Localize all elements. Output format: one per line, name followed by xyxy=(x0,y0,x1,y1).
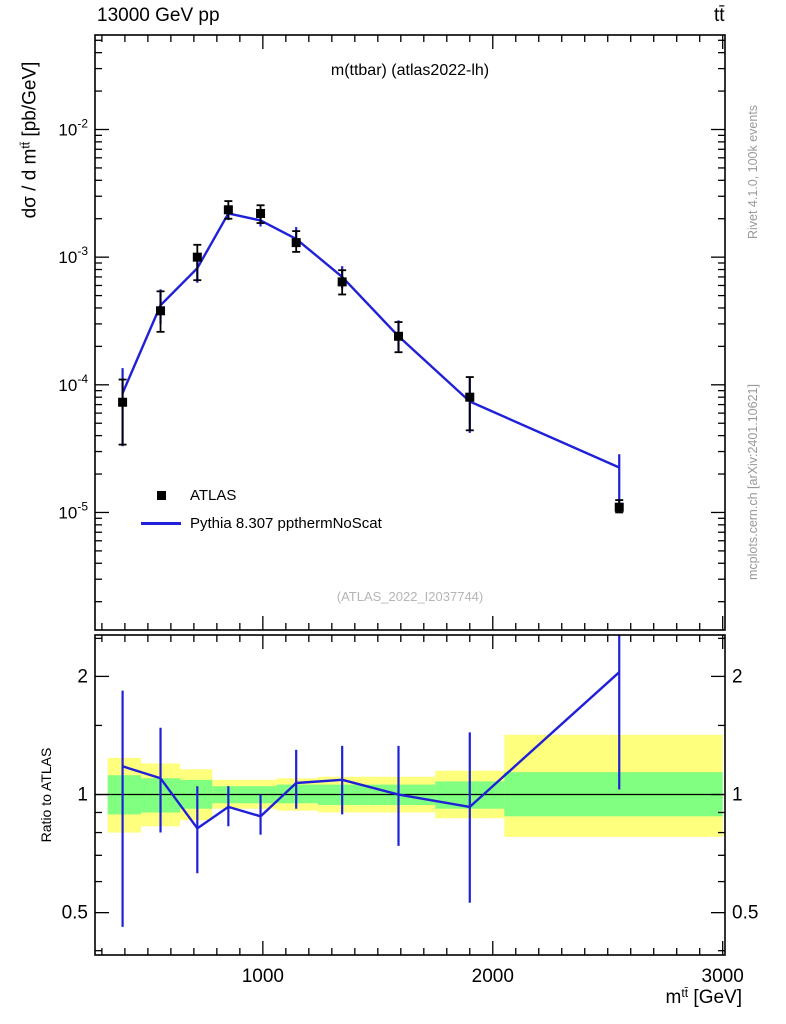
tick-labels: 1000 2000 3000 10-2 10-3 10-4 10-5 0.5 0.5 1 1 2 2 xyxy=(58,117,758,987)
data-point xyxy=(337,277,347,287)
x-tick-label: 1000 xyxy=(242,966,284,987)
y-tick-label: 10-5 xyxy=(58,499,88,522)
ratio-line xyxy=(122,671,621,830)
observable-title: m(ttbar) (atlas2022-lh) xyxy=(330,62,490,79)
axis-ticks xyxy=(95,35,725,955)
data-point xyxy=(614,502,624,512)
ratio-uncertainty-bands xyxy=(107,734,723,837)
main-series xyxy=(118,200,624,514)
ratio-tick-label-right: 1 xyxy=(732,785,743,806)
ratio-y-axis-label: Ratio to ATLAS xyxy=(38,747,54,843)
legend-item-model: Pythia 8.307 ppthermNoScat xyxy=(138,509,382,537)
y-axis-label-sup: tt̄ xyxy=(18,141,33,149)
legend-marker-cell xyxy=(138,521,184,525)
data-point xyxy=(223,205,233,215)
x-tick-label: 2000 xyxy=(472,966,514,987)
legend: ATLAS Pythia 8.307 ppthermNoScat xyxy=(138,481,382,537)
panel-frame xyxy=(94,34,726,631)
data-point xyxy=(394,331,404,341)
legend-item-data: ATLAS xyxy=(138,481,382,509)
data-point xyxy=(291,238,301,248)
beam-energy-title: 13000 GeV pp xyxy=(97,5,220,26)
analysis-id-watermark: (ATLAS_2022_I2037744) xyxy=(336,589,484,604)
data-point xyxy=(465,392,475,402)
model-line-icon xyxy=(141,521,181,525)
legend-marker-cell xyxy=(138,490,184,500)
y-tick-label: 10-2 xyxy=(58,117,88,140)
y-axis-label-text: dσ / d m xyxy=(19,148,41,219)
x-axis-label: mtt̄ [GeV] xyxy=(666,986,742,1009)
legend-label-model: Pythia 8.307 ppthermNoScat xyxy=(190,514,382,532)
x-tick-label: 3000 xyxy=(702,966,744,987)
x-axis-label-text: m xyxy=(665,987,682,1008)
y-axis-label: dσ / d mtt̄ [pb/GeV] xyxy=(19,62,42,219)
mcplots-arxiv-label: mcplots.cern.ch [arXiv:2401.10621] xyxy=(746,384,760,580)
data-marker-icon xyxy=(156,490,166,500)
y-tick-label: 10-4 xyxy=(58,372,88,395)
data-point xyxy=(192,252,202,262)
y-axis-label-unit: [pb/GeV] xyxy=(19,61,41,142)
ratio-series xyxy=(121,635,621,927)
x-axis-label-unit: [GeV] xyxy=(688,987,742,1008)
rivet-version-label: Rivet 4.1.0, 100k events xyxy=(746,104,760,240)
data-point xyxy=(118,397,128,407)
ratio-tick-label-right: 2 xyxy=(732,666,743,687)
model-line xyxy=(121,212,620,469)
ratio-tick-label-left: 2 xyxy=(77,666,88,687)
process-title: tt̄ xyxy=(714,5,725,26)
ratio-tick-label-right: 0.5 xyxy=(732,903,758,924)
y-tick-label: 10-3 xyxy=(58,244,88,267)
ratio-tick-label-left: 0.5 xyxy=(62,903,88,924)
ratio-tick-label-left: 1 xyxy=(77,785,88,806)
data-point xyxy=(156,306,166,316)
legend-label-data: ATLAS xyxy=(190,486,237,504)
data-point xyxy=(256,208,266,218)
x-axis-label-sup: tt̄ xyxy=(681,986,689,1000)
